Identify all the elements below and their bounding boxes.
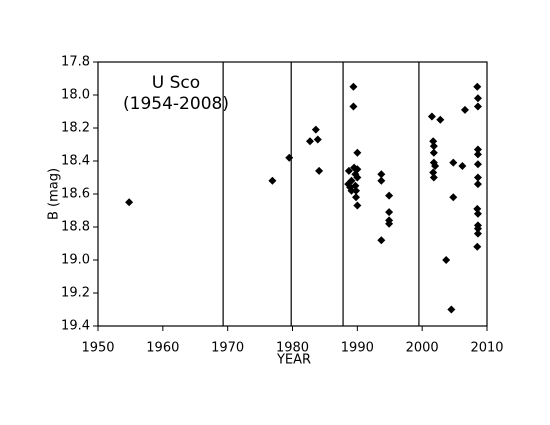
- point: [473, 180, 482, 189]
- point: [125, 198, 134, 207]
- point: [442, 256, 451, 264]
- point: [347, 186, 356, 195]
- point: [353, 148, 362, 157]
- point: [377, 236, 386, 245]
- point: [306, 137, 315, 146]
- point: [385, 208, 394, 217]
- x-tick-label: 2010: [470, 341, 503, 356]
- point: [429, 168, 438, 177]
- y-tick-label: 18.6: [61, 187, 90, 202]
- point: [473, 94, 482, 103]
- annotation: U Sco: [152, 73, 200, 93]
- x-tick-label: 1970: [211, 341, 244, 356]
- annotation: (1954-2008): [123, 94, 229, 114]
- point: [447, 305, 456, 314]
- point: [436, 115, 445, 124]
- y-tick-label: 19.0: [61, 253, 90, 268]
- point: [311, 125, 320, 134]
- point: [377, 176, 386, 185]
- point: [473, 173, 482, 182]
- point: [377, 170, 386, 179]
- y-tick-label: 18.8: [61, 220, 90, 235]
- x-tick-label: 1980: [276, 341, 309, 356]
- point: [352, 186, 361, 195]
- y-tick-label: 18.0: [61, 88, 90, 103]
- point: [352, 193, 361, 202]
- point: [473, 160, 482, 169]
- y-tick-label: 19.4: [61, 319, 90, 334]
- point: [429, 173, 438, 182]
- point: [385, 191, 394, 200]
- point: [449, 193, 458, 202]
- point: [315, 166, 324, 175]
- point: [473, 229, 482, 238]
- point: [285, 153, 294, 162]
- point: [268, 176, 277, 185]
- y-tick-label: 18.4: [61, 154, 90, 169]
- point: [473, 204, 482, 213]
- y-axis-label: B (mag): [47, 168, 62, 220]
- point: [313, 135, 322, 144]
- point: [349, 102, 358, 111]
- point: [473, 150, 482, 159]
- x-tick-label: 2000: [406, 341, 439, 356]
- x-tick-label: 1950: [81, 341, 114, 356]
- point: [473, 224, 482, 233]
- point: [427, 112, 436, 121]
- point: [429, 137, 438, 146]
- y-tick-label: 18.2: [61, 121, 90, 136]
- y-tick-label: 19.2: [61, 286, 90, 301]
- x-axis-label: YEAR: [276, 353, 311, 368]
- point: [429, 148, 438, 157]
- point: [460, 105, 469, 114]
- point: [353, 173, 362, 182]
- x-tick-label: 1990: [341, 341, 374, 356]
- x-tick-label: 1960: [146, 341, 179, 356]
- point: [473, 242, 482, 251]
- point: [473, 209, 482, 218]
- point: [473, 145, 482, 154]
- point: [449, 158, 458, 167]
- point: [473, 82, 482, 91]
- point: [458, 161, 467, 170]
- point: [344, 166, 353, 175]
- point: [353, 201, 362, 210]
- point: [385, 219, 394, 228]
- point: [349, 82, 358, 91]
- point: [473, 102, 482, 111]
- y-tick-label: 17.8: [61, 55, 90, 70]
- point: [429, 142, 438, 151]
- point: [431, 161, 440, 170]
